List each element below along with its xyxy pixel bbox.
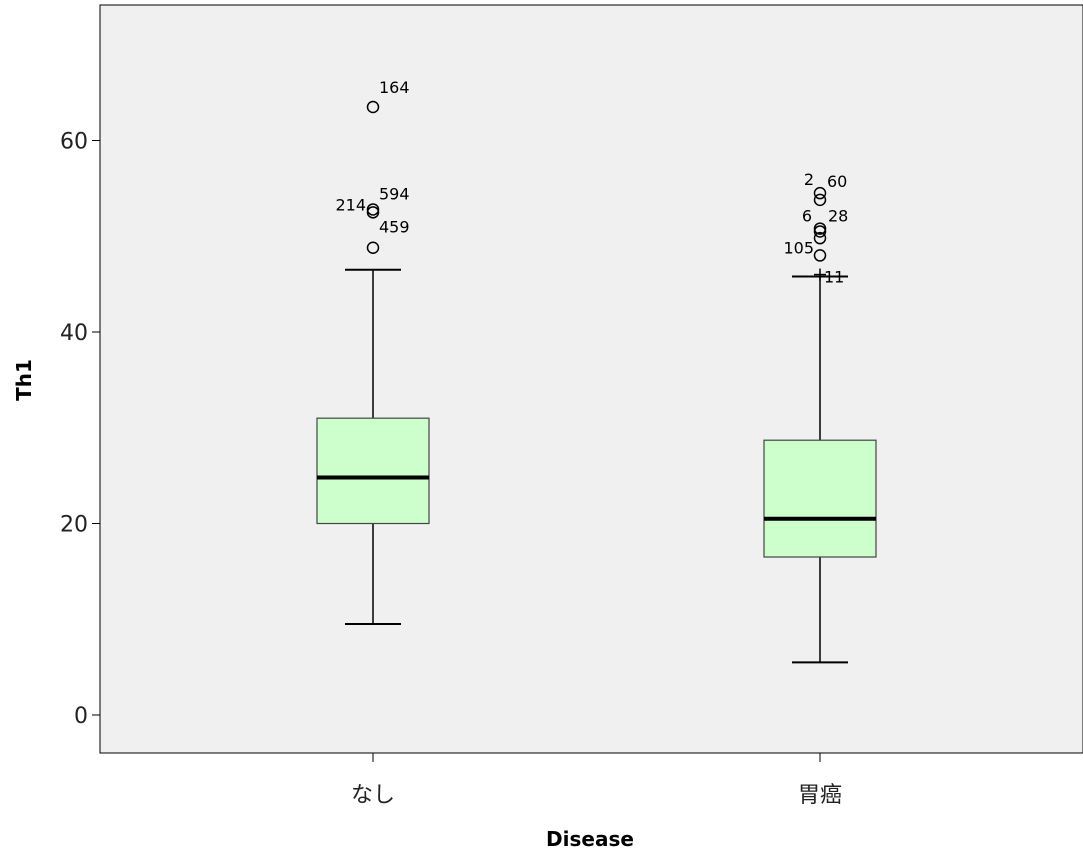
outlier-point	[366, 206, 380, 219]
y-axis-title: Th1	[12, 359, 36, 401]
outlier-label: 11	[824, 268, 844, 287]
outlier-point	[813, 193, 827, 207]
outlier-label: 105	[783, 238, 814, 257]
outlier-label: 60	[827, 172, 847, 191]
iqr-box	[316, 417, 430, 525]
outlier-point	[366, 241, 380, 254]
boxes: 164 594 214 459 60 2 28 6 105 11	[316, 78, 877, 664]
outlier-point	[813, 225, 827, 238]
y-tick-label: 40	[60, 321, 88, 346]
iqr-box	[763, 439, 877, 558]
outlier-point	[366, 100, 380, 114]
box-group: 60 2 28 6 105 11	[763, 170, 877, 664]
y-tick-label: 60	[60, 130, 88, 155]
y-tick-label: 0	[74, 704, 88, 729]
y-axis: 0 20 40 60	[60, 130, 100, 729]
x-axis: なし 胃癌	[351, 753, 842, 808]
outlier-label: 28	[828, 207, 848, 226]
outlier-label: 214	[335, 195, 366, 214]
y-tick-label: 20	[60, 513, 88, 538]
x-category-label: なし	[351, 783, 395, 808]
plot-area-background	[99, 4, 1083, 754]
outlier-label: 594	[379, 184, 410, 203]
outlier-label: 6	[802, 206, 812, 225]
x-axis-title: Disease	[546, 827, 634, 851]
outlier-point	[813, 186, 827, 200]
outlier-label: 2	[804, 170, 814, 189]
box-group: 164 594 214 459	[316, 78, 430, 626]
outlier-label: 164	[379, 78, 410, 97]
outlier-point	[813, 231, 827, 245]
x-category-label: 胃癌	[798, 783, 842, 808]
outlier-point	[813, 249, 827, 262]
outlier-label: 459	[379, 218, 410, 237]
